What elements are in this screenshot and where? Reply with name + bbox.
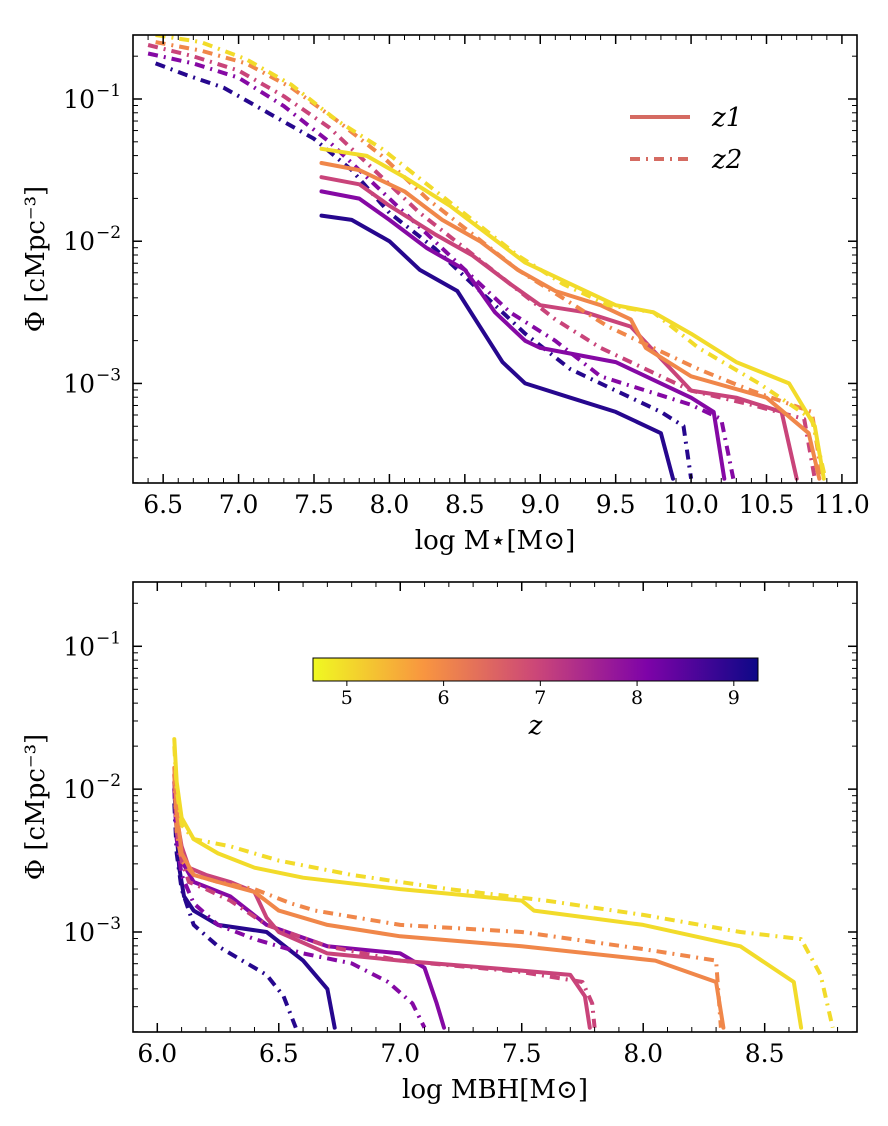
colorbar-tick-label: 6 xyxy=(438,687,450,709)
y-tick-label: 10 xyxy=(63,369,95,398)
colorbar-tick-label: 8 xyxy=(631,687,643,709)
series-line-z1-z9 xyxy=(319,213,675,481)
series-line-z1-z5 xyxy=(172,737,804,1030)
axes-frame xyxy=(132,581,858,1033)
series-group xyxy=(147,35,828,481)
x-tick-label: 9.5 xyxy=(596,490,636,519)
y-tick-label: 10 xyxy=(63,775,95,804)
series-line-z2-z5 xyxy=(172,746,835,1029)
y-tick-exponent: −3 xyxy=(96,365,121,385)
series-line-z2-z8 xyxy=(147,51,736,480)
colorbar-tick-label: 9 xyxy=(728,687,740,709)
y-tick-label: 10 xyxy=(63,227,95,256)
x-tick-label: 7.5 xyxy=(294,490,334,519)
y-tick-exponent: −3 xyxy=(96,914,121,934)
x-tick-label: 10.5 xyxy=(739,490,795,519)
y-axis-label: Φ [cMpc⁻³] xyxy=(21,186,51,332)
y-tick-label: 10 xyxy=(63,632,95,661)
y-tick-label: 10 xyxy=(63,918,95,947)
x-tick-label: 8.0 xyxy=(370,490,410,519)
x-axis-label: log MBH[M⊙] xyxy=(402,1075,588,1105)
y-tick-exponent: −2 xyxy=(96,223,121,243)
series-line-z2-z5 xyxy=(155,35,828,480)
x-tick-label: 7.0 xyxy=(380,1039,420,1068)
x-tick-label: 8.5 xyxy=(745,1039,785,1068)
x-tick-label: 11.0 xyxy=(814,490,870,519)
x-tick-label: 7.5 xyxy=(502,1039,542,1068)
x-tick-label: 8.5 xyxy=(445,490,485,519)
series-group xyxy=(172,737,835,1030)
series-line-z2-z7 xyxy=(172,781,597,1028)
colorbar: 5 6 7 8 9 z xyxy=(312,657,759,741)
colorbar-tick-label: 7 xyxy=(534,687,546,709)
x-axis-label: log M⋆[M⊙] xyxy=(415,526,575,556)
colorbar-label: z xyxy=(528,711,543,741)
x-tick-label: 8.0 xyxy=(623,1039,663,1068)
y-tick-exponent: −1 xyxy=(96,81,121,101)
series-line-z1-z5 xyxy=(319,146,826,481)
x-tick-label: 6.5 xyxy=(259,1039,299,1068)
series-line-z2-z8 xyxy=(172,789,427,1029)
colorbar-gradient xyxy=(312,657,759,682)
y-axis-label: Φ [cMpc⁻³] xyxy=(21,734,51,880)
x-tick-label: 10.0 xyxy=(663,490,719,519)
series-line-z2-z9 xyxy=(154,61,694,479)
legend-label-z1: z1 xyxy=(711,103,742,133)
series-line-z2-z7 xyxy=(147,43,817,480)
y-tick-label: 10 xyxy=(63,85,95,114)
x-tick-label: 6.0 xyxy=(137,1039,177,1068)
series-line-z1-z8 xyxy=(319,189,727,481)
y-tick-exponent: −1 xyxy=(96,628,121,648)
series-line-z1-z6 xyxy=(319,161,822,481)
x-tick-label: 6.5 xyxy=(143,490,183,519)
series-line-z1-z7 xyxy=(172,772,592,1030)
series-line-z1-z7 xyxy=(319,175,799,481)
x-tick-label: 7.0 xyxy=(219,490,259,519)
legend-label-z2: z2 xyxy=(711,145,742,175)
colorbar-tick-label: 5 xyxy=(341,687,353,709)
axes-frame xyxy=(132,34,858,484)
series-line-z2-z6 xyxy=(172,774,723,1028)
series-line-z1-z8 xyxy=(172,780,446,1030)
y-tick-exponent: −2 xyxy=(96,771,121,791)
stellar-mass-function-panel: 6.5 7.0 7.5 8.0 8.5 9.0 9.5 10.0 10.5 11.010 −110−… xyxy=(21,34,870,556)
x-tick-label: 9.0 xyxy=(520,490,560,519)
